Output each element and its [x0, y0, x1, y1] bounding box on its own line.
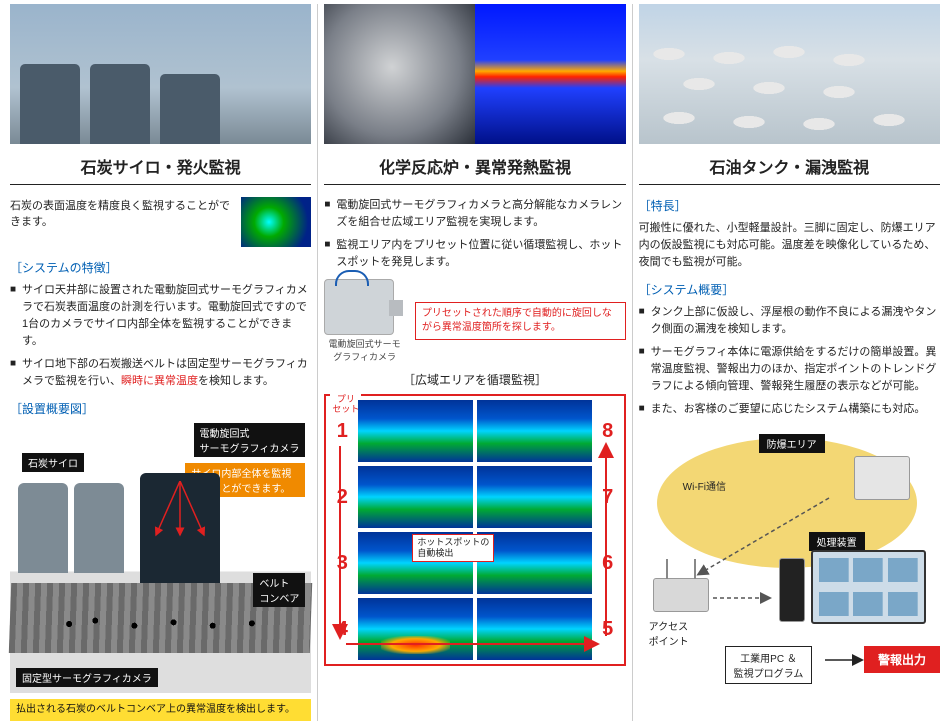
preset-description-box: プリセットされた順序で自動的に旋回しながら異常温度箇所を探します。 — [415, 302, 626, 340]
scan-sequence-grid: プリ セット 1 8 2 7 3 6 4 5 ホットスポットの 自動検出 — [324, 394, 625, 666]
system-bullet: サーモグラフィ本体に電源供給をするだけの簡単設置。異常温度監視、警報出力のほか、… — [639, 344, 940, 395]
camera-device-icon — [854, 456, 910, 500]
scan-title: ［広域エリアを循環監視］ — [324, 371, 625, 388]
diagram-heading: ［設置概要図］ — [10, 400, 311, 417]
label-coal-silo: 石炭サイロ — [22, 453, 84, 472]
column-coal-silo: 石炭サイロ・発火監視 石炭の表面温度を精度良く監視することができます。 ［システ… — [4, 4, 318, 721]
camera-illustration-row: 電動旋回式サーモグラフィカメラ プリセットされた順序で自動的に旋回しながら異常温… — [324, 279, 625, 363]
scan-number: 3 — [330, 532, 354, 594]
feature-heading: ［特長］ — [639, 197, 940, 214]
scan-number: 6 — [596, 532, 620, 594]
intro-blurb-row: 石炭の表面温度を精度良く監視することができます。 — [10, 197, 311, 247]
yellow-note: 払出される石炭のベルトコンベア上の異常温度を検出します。 — [10, 699, 311, 721]
thermal-tile-hotspot — [358, 598, 473, 660]
intro-blurb: 石炭の表面温度を精度良く監視することができます。 — [10, 197, 233, 247]
feature-bullet: 監視エリア内をプリセット位置に従い循環監視し、ホットスポットを発見します。 — [324, 237, 625, 271]
feature-paragraph: 可搬性に優れた、小型軽量設計。三脚に固定し、防爆エリア内の仮設監視にも対応可能。… — [639, 220, 940, 271]
hotspot-callout: ホットスポットの 自動検出 — [412, 534, 494, 562]
alert-output-box: 警報出力 — [864, 646, 940, 673]
thermal-tile — [358, 400, 473, 462]
label-fixed-camera: 固定型サーモグラフィカメラ — [16, 668, 158, 687]
scan-number: 4 — [330, 598, 354, 660]
scan-number: 2 — [330, 466, 354, 528]
thermal-tile — [477, 400, 592, 462]
scan-number: 7 — [596, 466, 620, 528]
system-bullet: タンク上部に仮設し、浮屋根の動作不良による漏洩やタンク側面の漏洩を検知します。 — [639, 304, 940, 338]
label-explosion-area: 防爆エリア — [759, 434, 825, 453]
preset-label: プリ セット — [330, 394, 361, 416]
camera-caption: 電動旋回式サーモグラフィカメラ — [324, 337, 405, 363]
scan-number: 5 — [596, 598, 620, 660]
label-rotating-camera: 電動旋回式 サーモグラフィカメラ — [194, 423, 306, 457]
thermal-thumbnail — [241, 197, 311, 247]
feature-bullet: サイロ天井部に設置された電動旋回式サーモグラフィカメラで石炭表面温度の計測を行い… — [10, 282, 311, 350]
system-features-heading: ［システムの特徴］ — [10, 259, 311, 276]
label-belt-conveyor: ベルト コンベア — [253, 573, 305, 607]
thermal-tile — [477, 598, 592, 660]
installation-diagram: 電動旋回式 サーモグラフィカメラ 石炭サイロ サイロ内部全体を監視することができ… — [10, 423, 311, 693]
label-processor: 処理装置 — [809, 532, 865, 551]
thermal-tile — [477, 466, 592, 528]
feature-bullet: 電動旋回式サーモグラフィカメラと高分解能なカメラレンズを組合せ広域エリア監視を実… — [324, 197, 625, 231]
label-access-point: アクセス ポイント — [649, 618, 689, 648]
system-bullet: また、お客様のご要望に応じたシステム構築にも対応。 — [639, 401, 940, 418]
section-title: 石炭サイロ・発火監視 — [10, 154, 311, 185]
label-pc-program: 工業用PC ＆ 監視プログラム — [725, 646, 813, 684]
hero-image-silo — [10, 4, 311, 144]
system-diagram: 防爆エリア Wi-Fi通信 アクセス ポイント 処理装置 工業用PC ＆ 監視プ… — [639, 428, 940, 688]
column-oil-tank: 石油タンク・漏洩監視 ［特長］ 可搬性に優れた、小型軽量設計。三脚に固定し、防爆… — [633, 4, 946, 721]
pc-tower-icon — [779, 558, 805, 622]
column-chemical-reactor: 化学反応炉・異常発熱監視 電動旋回式サーモグラフィカメラと高分解能なカメラレンズ… — [318, 4, 632, 721]
monitor-icon — [811, 550, 926, 624]
scan-number: 8 — [596, 400, 620, 462]
section-title: 化学反応炉・異常発熱監視 — [324, 154, 625, 185]
hero-image-reactor — [324, 4, 625, 144]
rotating-camera-icon — [324, 279, 394, 335]
thermal-tile — [358, 466, 473, 528]
section-title: 石油タンク・漏洩監視 — [639, 154, 940, 185]
access-point-icon — [653, 578, 709, 612]
system-overview-heading: ［システム概要］ — [639, 281, 940, 298]
feature-bullet: サイロ地下部の石炭搬送ベルトは固定型サーモグラフィカメラで監視を行い、瞬時に異常… — [10, 356, 311, 390]
hero-image-tank — [639, 4, 940, 144]
